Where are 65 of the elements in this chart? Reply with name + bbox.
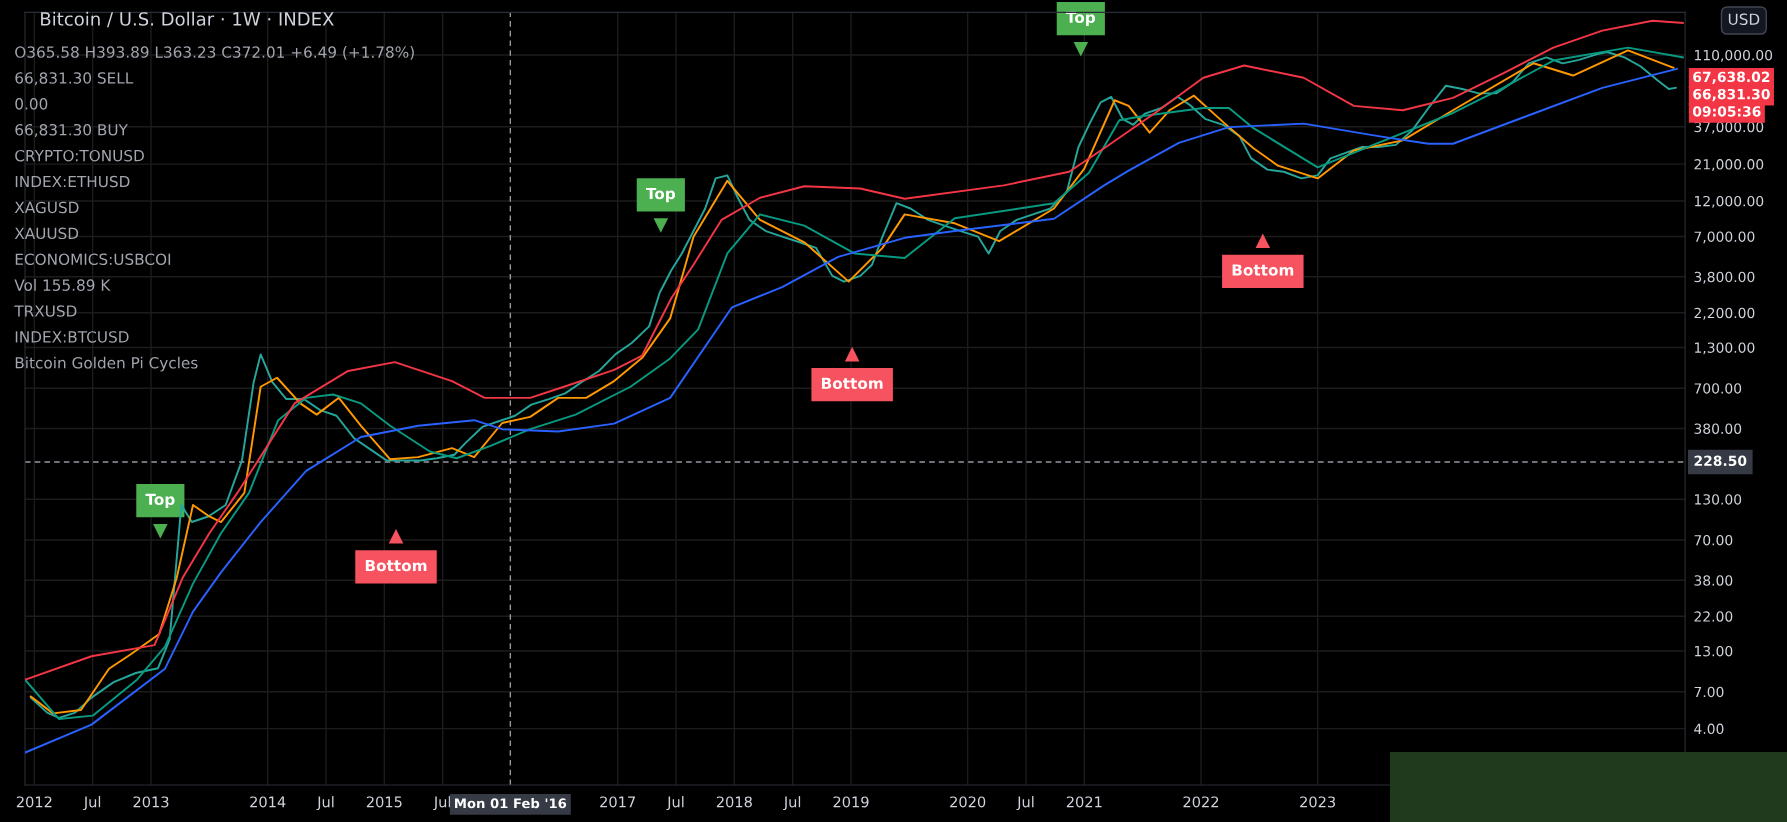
annotation: INDEX:BTCUSD	[15, 331, 129, 343]
text: 66,831.30	[1693, 88, 1770, 102]
x-tick-label: 2021	[1066, 796, 1102, 808]
annotation: 66,831.30 BUY	[15, 123, 128, 138]
series-label: Top	[645, 187, 676, 203]
y-tick-label: 37,000.00	[1694, 121, 1764, 134]
y-tick-label: 130.00	[1695, 494, 1742, 505]
annotation: XAUUSD	[14, 227, 79, 240]
x-tick-label: 2012	[16, 796, 52, 808]
point	[388, 529, 404, 544]
x-tick-label: 2019	[833, 796, 869, 808]
x-tick-label: Jul	[316, 796, 334, 811]
y-tick-label: 380.00	[1694, 423, 1742, 434]
text: 67,638.02	[1693, 71, 1770, 84]
annotation: O365.58 H393.89 L363.23 C372.01 +6.49 (+1.78%)	[15, 46, 414, 60]
ref-line-label: 228.50	[1694, 455, 1747, 467]
x-tick-label: Jul	[666, 796, 684, 811]
x-tick-label: 2023	[1300, 796, 1336, 808]
x-tick-label: Jul	[1016, 796, 1034, 811]
text: Top	[145, 493, 175, 509]
y-tick-label: 7.00	[1694, 686, 1724, 698]
y-tick-label: 7,000.00	[1694, 231, 1755, 244]
y-tick-label: 21,000.00	[1694, 159, 1764, 171]
x-tick-label: Jul	[83, 796, 101, 811]
point	[653, 218, 669, 233]
ref-line-label: Mon 01 Feb '16	[455, 798, 567, 809]
y-tick-label: 4.00	[1694, 723, 1724, 735]
annotation: CRYPTO:TONUSD	[15, 149, 144, 162]
point	[1255, 233, 1271, 249]
y-tick-label: 1,300.00	[1695, 342, 1755, 355]
text: USD	[1728, 13, 1760, 25]
chart-title: Bitcoin / U.S. Dollar · 1W · INDEX	[41, 11, 334, 28]
x-tick-label: 2014	[250, 796, 286, 808]
text: Bottom	[821, 377, 883, 390]
text: Bottom	[1232, 264, 1294, 276]
annotation: 0.00	[15, 98, 48, 110]
x-tick-label: 2013	[133, 796, 169, 808]
x-tick-label: 2020	[950, 796, 986, 808]
point	[844, 346, 860, 362]
annotation: ECONOMICS:USBCOI	[15, 253, 171, 266]
x-tick-label: Jul	[433, 796, 451, 811]
y-tick-label: 13.00	[1695, 645, 1733, 657]
annotation: 66,831.30 SELL	[15, 72, 134, 86]
annotation: Vol 155.89 K	[14, 279, 111, 291]
annotation: Bitcoin Golden Pi Cycles	[15, 356, 198, 372]
y-tick-label: 700.00	[1694, 383, 1742, 394]
point	[1073, 41, 1089, 57]
y-tick-label: 2,200.00	[1694, 307, 1755, 320]
annotation: TRXUSD	[14, 305, 77, 317]
x-tick-label: Jul	[783, 796, 801, 811]
x-tick-label: 2018	[716, 796, 752, 808]
point	[153, 523, 168, 539]
x-tick-label: 2015	[366, 796, 402, 808]
annotation: XAGUSD	[14, 201, 79, 214]
y-tick-label: 12,000.00	[1695, 195, 1764, 208]
y-tick-label: 38.00	[1694, 575, 1733, 586]
text: 09:05:36	[1692, 106, 1761, 117]
series-label: Bottom	[365, 559, 427, 572]
annotation: INDEX:ETHUSD	[15, 175, 130, 188]
x-tick-label: 2017	[600, 796, 635, 808]
y-tick-label: 3,800.00	[1694, 271, 1755, 284]
y-tick-label: 70.00	[1694, 534, 1733, 546]
x-tick-label: 2022	[1183, 796, 1219, 808]
y-tick-label: 22.00	[1694, 611, 1733, 622]
y-tick-label: 110,000.00	[1695, 49, 1773, 62]
